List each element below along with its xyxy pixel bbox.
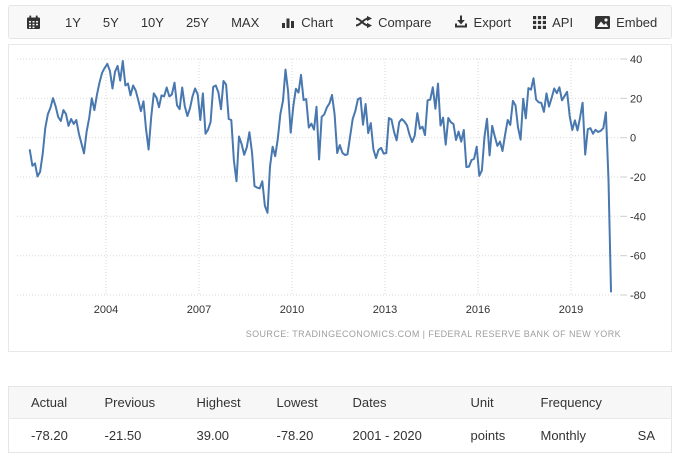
stats-value-row: -78.20 -21.50 39.00 -78.20 2001 - 2020 p… — [8, 418, 672, 453]
chart-toolbar: 1Y 5Y 10Y 25Y MAX Chart Compare — [8, 5, 672, 39]
svg-text:-60: -60 — [630, 251, 646, 263]
range-10y-label: 10Y — [140, 14, 164, 30]
col-frequency: Frequency — [540, 395, 602, 410]
svg-text:2007: 2007 — [187, 304, 211, 316]
col-adjustment — [619, 387, 672, 419]
chart-type-button[interactable]: Chart — [270, 6, 344, 38]
actual-value: -78.20 — [31, 428, 68, 443]
chart-canvas[interactable]: 40 20 0 -20 -40 -60 -80 2004 2007 2010 2013 2016 201… — [9, 45, 671, 351]
stats-header-row: Actual Previous Highest Lowest Dates Uni… — [8, 386, 672, 419]
compare-shuffle-icon — [355, 15, 373, 29]
bar-chart-icon — [281, 15, 295, 29]
export-label: Export — [473, 14, 512, 30]
chart-type-label: Chart — [301, 14, 334, 30]
svg-text:2004: 2004 — [94, 304, 118, 316]
download-icon — [454, 15, 468, 29]
highest-value: 39.00 — [196, 428, 230, 443]
svg-text:0: 0 — [630, 133, 636, 145]
svg-text:-80: -80 — [630, 290, 646, 302]
chart-axis-labels: 40 20 0 -20 -40 -60 -80 2004 2007 2010 2013 2016 201… — [94, 54, 646, 316]
svg-text:-20: -20 — [630, 172, 646, 184]
chart-source-attribution: SOURCE: TRADINGECONOMICS.COM | FEDERAL R… — [245, 329, 621, 339]
api-button[interactable]: API — [522, 6, 584, 38]
export-button[interactable]: Export — [443, 6, 523, 38]
range-25y-label: 25Y — [185, 14, 210, 30]
embed-image-icon — [595, 15, 611, 29]
dates-value: 2001 - 2020 — [352, 428, 422, 443]
range-5y-label: 5Y — [102, 14, 119, 30]
svg-text:40: 40 — [630, 54, 642, 66]
range-1y-button[interactable]: 1Y — [54, 6, 92, 38]
col-actual: Actual — [31, 395, 68, 410]
embed-button[interactable]: Embed — [584, 6, 668, 38]
col-dates: Dates — [352, 395, 387, 410]
calendar-button[interactable] — [13, 6, 54, 38]
embed-label: Embed — [616, 14, 658, 30]
svg-text:20: 20 — [630, 93, 642, 105]
col-unit: Unit — [470, 395, 494, 410]
data-series-line — [28, 60, 612, 293]
previous-value: -21.50 — [104, 428, 142, 443]
svg-text:2016: 2016 — [466, 304, 490, 316]
compare-label: Compare — [378, 14, 432, 30]
compare-button[interactable]: Compare — [344, 6, 442, 38]
api-label: API — [552, 14, 574, 30]
chart-gridlines — [17, 58, 627, 296]
col-lowest: Lowest — [276, 395, 318, 410]
col-previous: Previous — [104, 395, 156, 410]
svg-text:2010: 2010 — [280, 304, 304, 316]
frequency-value: Monthly — [540, 428, 587, 443]
unit-value: points — [470, 428, 506, 443]
adjustment-value: SA — [637, 428, 655, 443]
range-5y-button[interactable]: 5Y — [92, 6, 130, 38]
range-max-label: MAX — [231, 14, 260, 30]
range-max-button[interactable]: MAX — [220, 6, 270, 38]
col-highest: Highest — [196, 395, 241, 410]
svg-text:2013: 2013 — [373, 304, 397, 316]
calendar-icon — [26, 15, 41, 30]
stats-table: Actual Previous Highest Lowest Dates Uni… — [8, 386, 672, 453]
range-10y-button[interactable]: 10Y — [130, 6, 175, 38]
lowest-value: -78.20 — [276, 428, 314, 443]
range-1y-label: 1Y — [65, 14, 81, 30]
chart-card: 40 20 0 -20 -40 -60 -80 2004 2007 2010 2013 2016 201… — [8, 44, 672, 352]
svg-text:-40: -40 — [630, 211, 646, 223]
api-grid-icon — [533, 15, 547, 29]
range-25y-button[interactable]: 25Y — [175, 6, 220, 38]
svg-text:2019: 2019 — [559, 304, 583, 316]
